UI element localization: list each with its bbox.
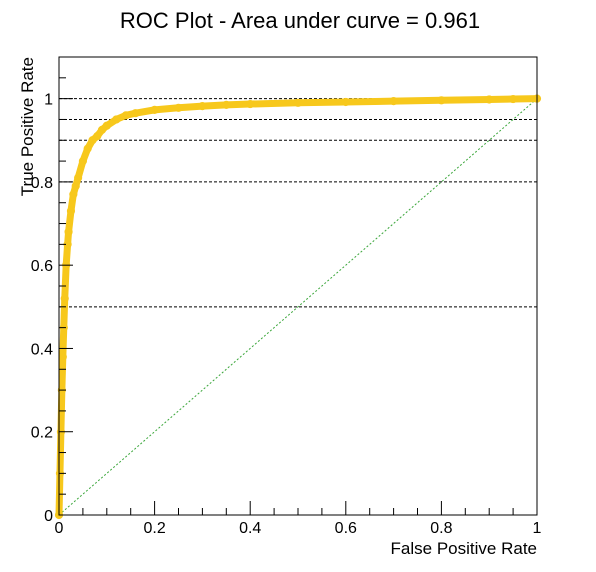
y-axis-tick-labels: 0 0.2 0.4 0.6 0.8 1 <box>31 92 53 525</box>
roc-point-11 <box>69 190 78 199</box>
x-tick-label-5: 1 <box>533 520 542 537</box>
roc-point-31 <box>437 96 446 105</box>
y-tick-label-4: 0.8 <box>31 175 53 192</box>
y-tick-label-5: 1 <box>44 92 53 109</box>
roc-point-28 <box>293 98 303 107</box>
y-tick-label-3: 0.6 <box>31 258 53 275</box>
x-tick-label-4: 0.8 <box>430 520 452 537</box>
roc-point-26 <box>222 100 231 109</box>
roc-point-27 <box>246 99 255 109</box>
y-tick-label-1: 0.2 <box>31 425 53 442</box>
roc-point-9 <box>64 227 73 236</box>
reference-lines <box>59 98 537 308</box>
roc-point-6 <box>60 294 69 303</box>
roc-point-22 <box>131 109 140 118</box>
chart-title: ROC Plot - Area under curve = 0.961 <box>120 8 480 33</box>
y-tick-label-0: 0 <box>44 508 53 525</box>
roc-point-13 <box>74 173 83 182</box>
roc-point-20 <box>112 115 121 124</box>
roc-point-19 <box>102 121 111 130</box>
roc-point-16 <box>88 136 97 145</box>
plot-frame <box>58 56 538 516</box>
roc-point-15 <box>83 144 92 153</box>
diagonal-line <box>58 98 538 516</box>
x-axis-ticks <box>58 501 538 515</box>
y-tick-label-2: 0.4 <box>31 341 53 358</box>
roc-point-14 <box>78 156 88 166</box>
roc-point-25 <box>198 102 207 111</box>
x-tick-label-3: 0.6 <box>335 520 357 537</box>
roc-point-12 <box>71 181 80 191</box>
roc-point-24 <box>174 103 183 112</box>
roc-point-17 <box>93 132 102 141</box>
y-axis-label: True Positive Rate <box>18 57 37 196</box>
roc-point-18 <box>97 125 107 134</box>
roc-curve-line <box>55 95 541 519</box>
diagonal-layer <box>58 98 538 516</box>
roc-point-32 <box>485 95 494 104</box>
x-tick-label-2: 0.4 <box>239 520 261 537</box>
x-axis-label: False Positive Rate <box>391 539 537 558</box>
x-axis-tick-labels: 0 0.2 0.4 0.6 0.8 1 <box>55 520 542 537</box>
x-tick-label-1: 0.2 <box>143 520 165 537</box>
roc-point-29 <box>341 97 350 107</box>
roc-point-21 <box>121 111 131 120</box>
roc-point-33 <box>508 94 518 104</box>
x-tick-label-0: 0 <box>55 520 64 537</box>
y-axis-ticks <box>59 56 73 516</box>
roc-point-30 <box>389 97 398 106</box>
roc-point-10 <box>66 206 76 216</box>
roc-point-23 <box>150 105 159 114</box>
